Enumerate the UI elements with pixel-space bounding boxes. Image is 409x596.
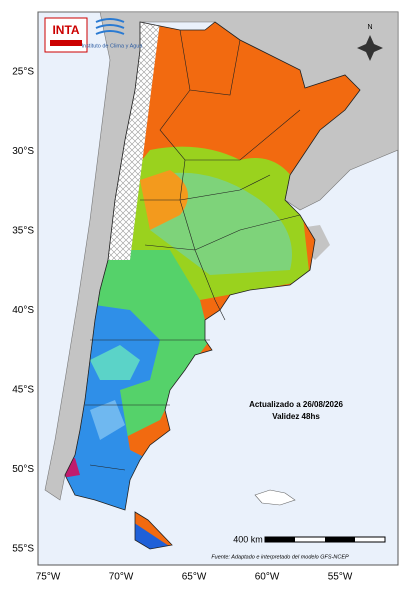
- logo: INTA: [52, 23, 79, 37]
- province-borders: [85, 29, 301, 471]
- validity: Validez 48hs: [272, 412, 320, 421]
- north-label: N: [367, 24, 372, 31]
- scale-label: 400 km: [233, 534, 263, 544]
- logo-box: [44, 17, 88, 53]
- lat-label: 40°S: [12, 305, 34, 316]
- lon-label: 75°W: [36, 572, 61, 583]
- lat-label: 35°S: [12, 226, 34, 237]
- lon-label: 70°W: [109, 572, 134, 583]
- lat-label: 30°S: [12, 146, 34, 157]
- lon-label: 65°W: [182, 572, 207, 583]
- updated: Actualizado a 26/08/2026: [249, 400, 343, 409]
- lat-label: 25°S: [12, 67, 34, 78]
- source: Fuente: Adaptado e interpretado del mode…: [211, 554, 349, 560]
- lon-label: 60°W: [255, 572, 280, 583]
- logo-bar: [50, 40, 82, 46]
- lon-label: 55°W: [328, 572, 353, 583]
- malvinas: [254, 489, 296, 506]
- compass: [357, 35, 383, 61]
- lat-label: 45°S: [12, 385, 34, 396]
- institute-icon: [95, 18, 125, 35]
- scale-bar: [264, 536, 386, 543]
- lat-label: 55°S: [12, 544, 34, 555]
- institute-name: Instituto de Clima y Agua: [82, 43, 144, 49]
- lat-label: 50°S: [12, 464, 34, 475]
